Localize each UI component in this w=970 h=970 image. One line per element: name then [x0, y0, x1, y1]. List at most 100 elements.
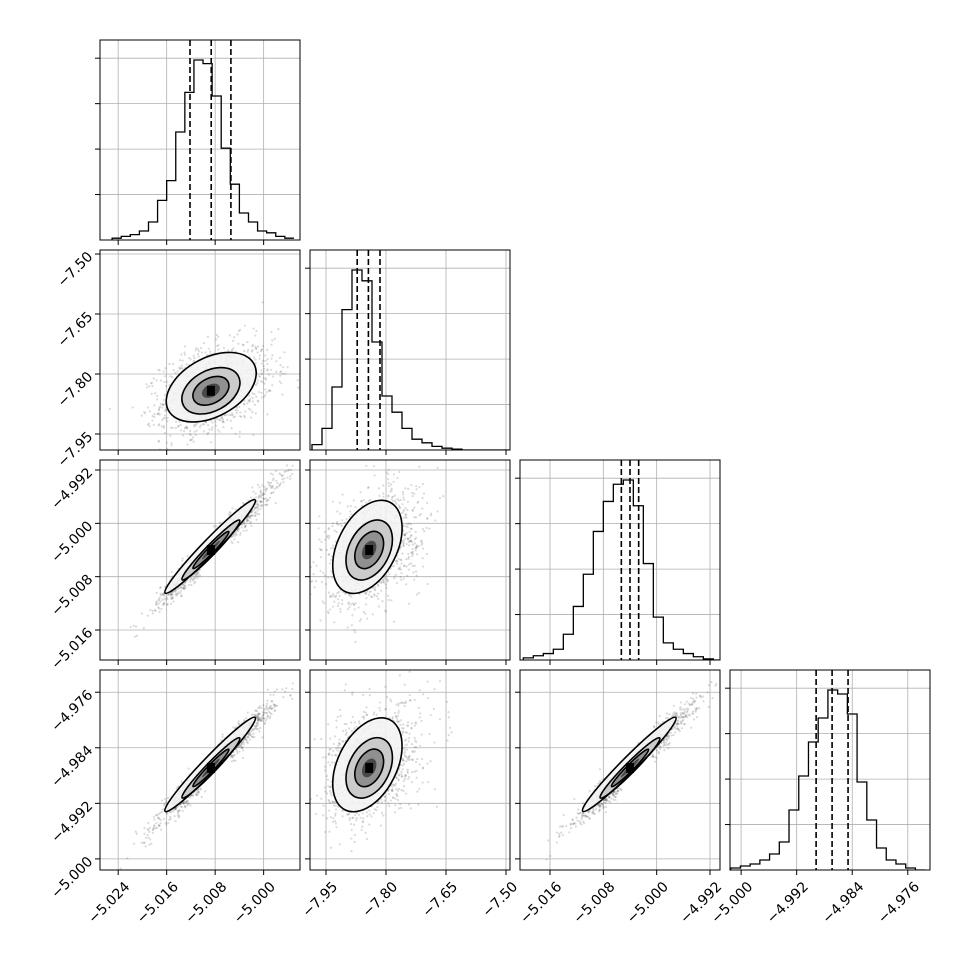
scatter-point: [314, 580, 318, 583]
scatter-point: [413, 736, 416, 739]
scatter-point: [246, 350, 249, 353]
scatter-point: [251, 400, 254, 403]
scatter-point: [377, 592, 380, 595]
scatter-point: [331, 524, 334, 528]
scatter-point: [242, 749, 245, 752]
scatter-point: [171, 593, 174, 596]
scatter-point: [260, 372, 263, 375]
scatter-point: [328, 801, 332, 805]
scatter-point: [365, 706, 368, 709]
scatter-point: [247, 736, 250, 739]
scatter-point: [341, 815, 344, 818]
scatter-point: [336, 749, 339, 752]
scatter-point: [693, 701, 696, 704]
scatter-point: [404, 515, 407, 518]
scatter-point: [187, 802, 190, 805]
scatter-point: [362, 817, 365, 820]
scatter-point: [181, 801, 184, 805]
scatter-point: [373, 589, 377, 592]
scatter-point: [271, 707, 274, 710]
scatter-point: [215, 525, 218, 528]
scatter-point: [197, 571, 200, 574]
scatter-point: [257, 722, 260, 725]
scatter-point: [134, 830, 137, 833]
contour-1: [331, 717, 403, 813]
scatter-point: [172, 369, 175, 372]
scatter-point: [184, 805, 187, 808]
scatter-point: [166, 796, 170, 800]
scatter-point: [407, 540, 410, 544]
scatter-point: [249, 734, 252, 737]
scatter-point: [390, 489, 393, 492]
scatter-point: [268, 707, 271, 710]
scatter-point: [199, 787, 202, 790]
scatter-point: [329, 792, 332, 795]
scatter-point: [269, 472, 272, 475]
scatter-point: [260, 362, 263, 365]
scatter-point: [408, 540, 412, 543]
scatter-point: [175, 588, 178, 591]
scatter-point: [333, 621, 336, 624]
scatter-point: [158, 406, 161, 409]
scatter-point: [390, 599, 393, 602]
scatter-point: [409, 527, 412, 530]
scatter-point: [419, 712, 422, 715]
scatter-point: [237, 342, 240, 345]
scatter-point: [672, 704, 676, 707]
scatter-point: [196, 576, 199, 580]
scatter-point: [341, 519, 344, 522]
scatter-point: [244, 410, 247, 413]
scatter-point: [184, 426, 187, 429]
scatter-point: [265, 500, 268, 503]
scatter-point: [265, 503, 269, 506]
scatter-point: [199, 346, 203, 350]
scatter-point: [404, 755, 407, 758]
scatter-point: [157, 599, 160, 602]
scatter-point: [373, 588, 376, 591]
scatter-point: [332, 804, 336, 807]
scatter-point: [397, 807, 401, 810]
scatter-point: [382, 814, 385, 817]
scatter-point: [240, 415, 243, 419]
scatter-point: [333, 801, 337, 804]
scatter-point: [415, 776, 418, 779]
scatter-point: [168, 810, 172, 814]
scatter-point: [189, 439, 192, 442]
scatter-point: [240, 526, 243, 529]
scatter-point: [576, 812, 579, 815]
scatter-point: [402, 524, 406, 527]
scatter-point: [301, 368, 303, 370]
scatter-point: [352, 603, 356, 606]
scatter-point: [255, 347, 258, 350]
scatter-point: [148, 410, 152, 413]
scatter-point: [326, 534, 329, 537]
scatter-point: [179, 805, 183, 808]
scatter-point: [297, 386, 300, 389]
scatter-point: [304, 518, 306, 520]
scatter-point: [394, 501, 397, 504]
scatter-point: [291, 472, 294, 476]
scatter-point: [250, 729, 253, 732]
scatter-point: [170, 441, 173, 445]
scatter-point: [351, 602, 354, 605]
scatter-point: [236, 333, 239, 336]
scatter-point: [164, 797, 167, 801]
scatter-point: [239, 328, 242, 331]
scatter-point: [256, 712, 260, 716]
scatter-point: [265, 487, 268, 490]
scatter-point: [415, 741, 418, 744]
scatter-point: [404, 751, 407, 754]
scatter-point: [264, 388, 267, 391]
scatter-point: [186, 799, 189, 802]
scatter-point: [418, 486, 421, 489]
scatter-point: [320, 549, 323, 552]
scatter-point: [159, 586, 162, 589]
scatter-point: [158, 413, 161, 416]
scatter-point: [196, 793, 200, 796]
scatter-point: [165, 380, 168, 383]
scatter-point: [338, 843, 341, 846]
scatter-point: [377, 800, 380, 804]
scatter-point: [240, 746, 244, 750]
scatter-point: [151, 831, 155, 834]
scatter-point: [395, 776, 398, 779]
